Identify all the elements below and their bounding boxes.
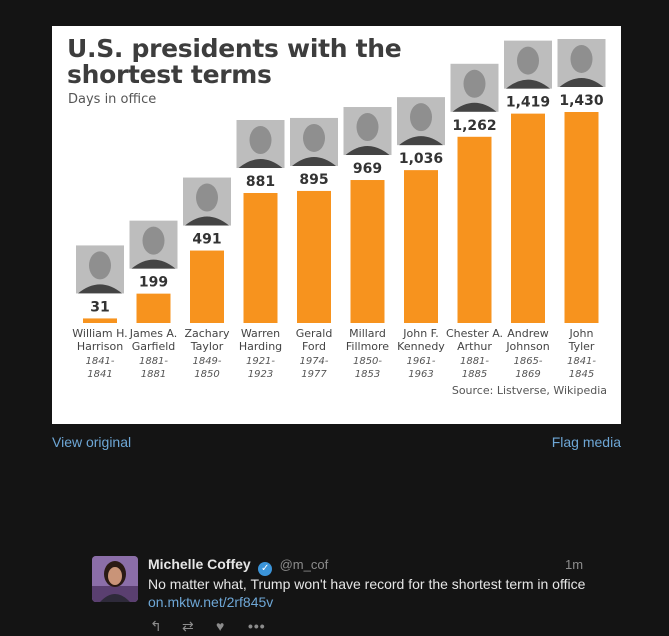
chart-title: U.S. presidents with the shortest terms bbox=[67, 34, 402, 89]
avatar[interactable] bbox=[92, 556, 138, 602]
tweet-text: No matter what, Trump won't have record … bbox=[148, 575, 588, 611]
chart-subtitle: Days in office bbox=[68, 92, 157, 107]
president-portrait bbox=[183, 177, 231, 226]
heart-icon[interactable]: ♥ bbox=[216, 618, 225, 634]
president-portrait bbox=[450, 63, 499, 112]
bar-value-label: 31 bbox=[90, 299, 109, 315]
term-years-label: 1850 bbox=[194, 369, 219, 380]
president-portrait bbox=[343, 107, 392, 156]
term-years-label: 1885 bbox=[462, 369, 487, 380]
president-portrait bbox=[397, 97, 445, 146]
bar-chart: 31 William H.Harrison 1841- 1841 199 James A.… bbox=[72, 39, 606, 380]
bar bbox=[564, 112, 599, 323]
category-label: John F. bbox=[402, 327, 438, 340]
category-label: Arthur bbox=[457, 340, 492, 353]
term-years-label: 1961- bbox=[406, 356, 435, 367]
term-years-label: 1865- bbox=[513, 356, 542, 367]
bar bbox=[350, 180, 385, 323]
term-years-label: 1881 bbox=[141, 369, 166, 380]
category-label: Garfield bbox=[132, 340, 176, 353]
term-years-label: 1849- bbox=[192, 356, 221, 367]
bar-value-label: 1,430 bbox=[559, 93, 604, 109]
bar bbox=[511, 113, 545, 323]
bar bbox=[297, 190, 331, 323]
chart-source: Source: Listverse, Wikipedia bbox=[451, 384, 607, 397]
term-years-label: 1841 bbox=[87, 369, 112, 380]
category-label: Kennedy bbox=[397, 340, 445, 353]
term-years-label: 1881- bbox=[460, 356, 489, 367]
president-portrait bbox=[504, 40, 552, 89]
category-label: Andrew bbox=[507, 327, 549, 340]
category-label: Tyler bbox=[568, 340, 595, 353]
bar bbox=[136, 293, 171, 323]
tweet-media-image[interactable]: 31 William H. Harrison 1841- 1841 199 James A.… bbox=[52, 26, 621, 424]
category-label: William H. bbox=[72, 327, 127, 340]
tweet-timestamp[interactable]: 1m bbox=[565, 557, 584, 572]
term-years-label: 1845 bbox=[569, 369, 594, 380]
term-years-label: 1963 bbox=[408, 369, 433, 380]
category-label: Johnson bbox=[505, 340, 549, 353]
tweet-link[interactable]: on.mktw.net/2rf845v bbox=[148, 594, 274, 610]
president-portrait bbox=[557, 39, 606, 87]
flag-media-link[interactable]: Flag media bbox=[551, 434, 621, 450]
tweet-author-handle[interactable]: @m_cof bbox=[279, 557, 329, 572]
category-label: Warren bbox=[241, 327, 280, 340]
bar bbox=[190, 250, 224, 323]
term-years-label: 1977 bbox=[301, 369, 327, 380]
category-label: Harding bbox=[239, 340, 282, 353]
verified-badge-icon: ✓ bbox=[258, 562, 273, 576]
bar-value-label: 969 bbox=[353, 161, 382, 177]
president-portrait bbox=[76, 245, 124, 294]
tweet-header: Michelle Coffey ✓ @m_cof bbox=[148, 556, 328, 576]
bar bbox=[404, 170, 438, 323]
term-years-label: 1869 bbox=[515, 369, 540, 380]
category-label: Harrison bbox=[77, 340, 123, 353]
category-label: Ford bbox=[302, 340, 326, 353]
tweet-body: No matter what, Trump won't have record … bbox=[148, 576, 586, 592]
term-years-label: 1841- bbox=[85, 356, 114, 367]
bar-value-label: 1,419 bbox=[506, 95, 550, 111]
category-label: James A. bbox=[129, 327, 178, 340]
category-label: Taylor bbox=[190, 340, 224, 353]
retweet-icon[interactable]: ⇄ bbox=[182, 618, 194, 634]
category-label: Chester A. bbox=[446, 327, 503, 340]
category-label: John bbox=[569, 327, 594, 340]
term-years-label: 1881- bbox=[139, 356, 168, 367]
tweet-author-name[interactable]: Michelle Coffey bbox=[148, 556, 251, 572]
term-years-label: 1921- bbox=[246, 356, 275, 367]
term-years-label: 1923 bbox=[248, 369, 273, 380]
term-years-label: 1853 bbox=[355, 369, 380, 380]
bar-value-label: 1,262 bbox=[452, 118, 496, 134]
category-label: Fillmore bbox=[346, 340, 389, 353]
president-portrait bbox=[290, 117, 338, 166]
term-years-label: 1841- bbox=[567, 356, 596, 367]
president-portrait bbox=[236, 120, 285, 169]
bar bbox=[83, 318, 117, 323]
term-years-label: 1974- bbox=[299, 356, 328, 367]
president-portrait bbox=[129, 220, 178, 269]
bar-value-label: 895 bbox=[299, 172, 328, 188]
bar-value-label: 199 bbox=[139, 275, 168, 291]
bar bbox=[243, 193, 278, 323]
category-label: Millard bbox=[349, 327, 386, 340]
category-label: Zachary bbox=[184, 327, 230, 340]
bar-value-label: 491 bbox=[192, 232, 221, 248]
bar bbox=[457, 136, 492, 323]
reply-icon[interactable]: ↰ bbox=[150, 618, 162, 634]
more-icon[interactable]: ••• bbox=[248, 618, 266, 634]
view-original-link[interactable]: View original bbox=[52, 434, 132, 450]
bar-value-label: 1,036 bbox=[399, 151, 443, 167]
tweet[interactable]: Michelle Coffey ✓ @m_cof 1m No matter wh… bbox=[92, 556, 592, 636]
category-label: Gerald bbox=[296, 327, 333, 340]
term-years-label: 1850- bbox=[353, 356, 382, 367]
bar-value-label: 881 bbox=[246, 174, 275, 190]
